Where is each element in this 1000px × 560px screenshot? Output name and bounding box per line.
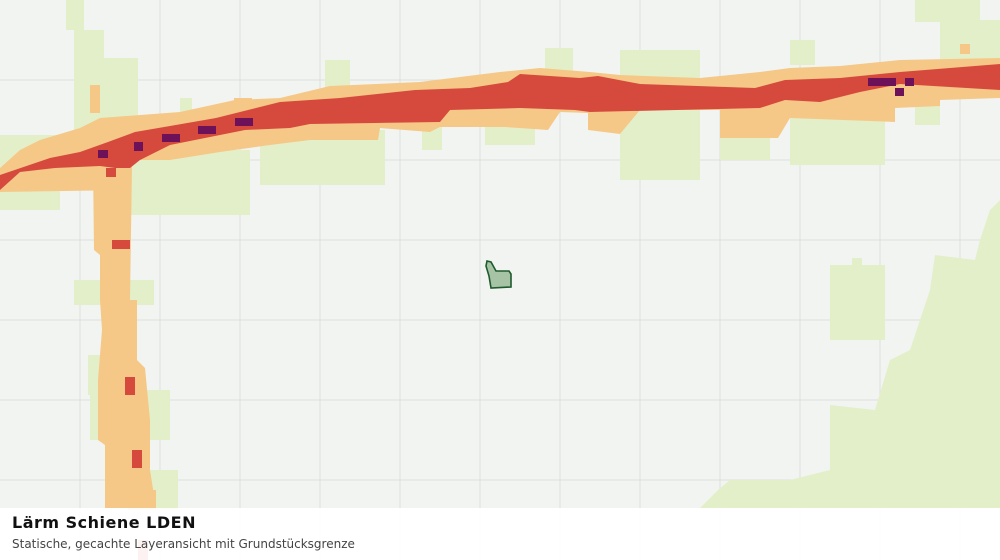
layer-title: Lärm Schiene LDEN [12, 513, 196, 532]
noise-zone-very-high [98, 78, 914, 158]
layer-subtitle: Statische, gecachte Layeransicht mit Gru… [12, 537, 355, 551]
legend-panel: Lärm Schiene LDEN Statische, gecachte La… [0, 508, 1000, 560]
parcel-boundary [485, 260, 512, 289]
